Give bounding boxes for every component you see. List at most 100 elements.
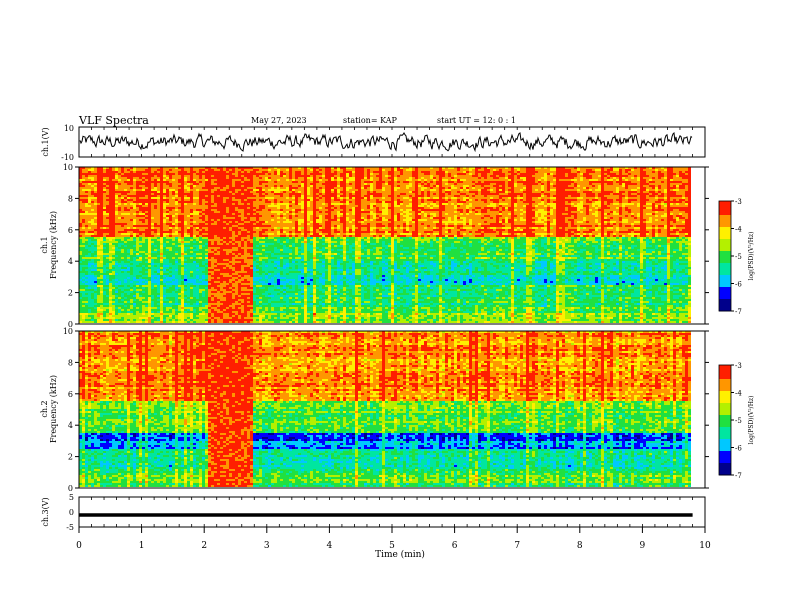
- spectrogram-cell: [175, 311, 178, 313]
- spectrogram-cell: [100, 299, 103, 301]
- spectrogram-cell: [244, 309, 247, 311]
- spectrogram-cell: [217, 311, 220, 313]
- spectrogram-cell: [181, 275, 184, 277]
- spectrogram-cell: [232, 297, 235, 299]
- spectrogram-cell: [157, 311, 160, 313]
- spectrogram-cell: [262, 283, 265, 285]
- spectrogram-cell: [82, 279, 85, 281]
- spectrogram-cell: [163, 185, 166, 187]
- spectrogram-cell: [139, 283, 142, 285]
- spectrogram-cell: [94, 257, 97, 259]
- spectrogram-cell: [238, 275, 241, 277]
- spectrogram-cell: [121, 279, 124, 281]
- spectrogram-cell: [235, 227, 238, 229]
- spectrogram-cell: [145, 309, 148, 311]
- spectrogram-cell: [244, 175, 247, 177]
- spectrogram-cell: [106, 241, 109, 243]
- spectrogram-cell: [190, 205, 193, 207]
- spectrogram-cell: [91, 287, 94, 289]
- spectrogram-cell: [262, 311, 265, 313]
- spectrogram-cell: [211, 245, 214, 247]
- spectrogram-cell: [250, 231, 253, 233]
- spectrogram-cell: [253, 235, 256, 237]
- spectrogram-cell: [202, 249, 205, 251]
- spectrogram-cell: [127, 235, 130, 237]
- spectrogram-cell: [220, 183, 223, 185]
- spectrogram-cell: [142, 191, 145, 193]
- spectrogram-cell: [184, 275, 187, 277]
- spectrogram-cell: [106, 265, 109, 267]
- spectrogram-cell: [199, 173, 202, 175]
- spectrogram-cell: [130, 189, 133, 191]
- spectrogram-cell: [145, 195, 148, 197]
- spectrogram-cell: [211, 251, 214, 253]
- spectrogram-cell: [163, 281, 166, 283]
- spectrogram-cell: [172, 225, 175, 227]
- spectrogram-cell: [148, 187, 151, 189]
- spectrogram-cell: [166, 285, 169, 287]
- spectrogram-cell: [202, 311, 205, 313]
- spectrogram-cell: [211, 261, 214, 263]
- spectrogram-cell: [172, 187, 175, 189]
- spectrogram-cell: [166, 315, 169, 317]
- spectrogram-cell: [196, 175, 199, 177]
- spectrogram-cell: [256, 305, 259, 307]
- spectrogram-cell: [241, 199, 244, 201]
- spectrogram-cell: [211, 301, 214, 303]
- spectrogram-cell: [265, 231, 268, 233]
- spectrogram-cell: [184, 279, 187, 281]
- spectrogram-cell: [136, 191, 139, 193]
- spectrogram-cell: [82, 171, 85, 173]
- spectrogram-cell: [133, 183, 136, 185]
- spectrogram-cell: [142, 317, 145, 319]
- spectrogram-cell: [121, 247, 124, 249]
- spectrogram-cell: [109, 233, 112, 235]
- spectrogram-cell: [172, 189, 175, 191]
- spectrogram-cell: [91, 197, 94, 199]
- spectrogram-cell: [160, 245, 163, 247]
- spectrogram-cell: [157, 171, 160, 173]
- spectrogram-cell: [241, 319, 244, 321]
- spectrogram-cell: [196, 249, 199, 251]
- spectrogram-cell: [115, 175, 118, 177]
- spectrogram-cell: [235, 237, 238, 239]
- spectrogram-cell: [202, 235, 205, 237]
- spectrogram-cell: [121, 239, 124, 241]
- spectrogram-cell: [154, 209, 157, 211]
- spectrogram-cell: [196, 193, 199, 195]
- spectrogram-cell: [148, 221, 151, 223]
- spectrogram-cell: [217, 235, 220, 237]
- spectrogram-cell: [199, 183, 202, 185]
- spectrogram-cell: [226, 221, 229, 223]
- spectrogram-cell: [139, 271, 142, 273]
- spectrogram-cell: [139, 263, 142, 265]
- spectrogram-cell: [193, 291, 196, 293]
- spectrogram-cell: [133, 265, 136, 267]
- spectrogram-cell: [124, 203, 127, 205]
- spectrogram-cell: [220, 215, 223, 217]
- spectrogram-cell: [193, 253, 196, 255]
- spectrogram-cell: [238, 309, 241, 311]
- spectrogram-cell: [85, 205, 88, 207]
- spectrogram-cell: [187, 303, 190, 305]
- spectrogram-cell: [127, 319, 130, 321]
- spectrogram-cell: [172, 179, 175, 181]
- spectrogram-cell: [235, 219, 238, 221]
- spectrogram-cell: [127, 269, 130, 271]
- spectrogram-cell: [100, 287, 103, 289]
- spectrogram-cell: [244, 179, 247, 181]
- spectrogram-cell: [118, 265, 121, 267]
- spectrogram-cell: [148, 199, 151, 201]
- spectrogram-cell: [253, 169, 256, 171]
- spectrogram-cell: [244, 255, 247, 257]
- spectrogram-cell: [214, 265, 217, 267]
- spectrogram-cell: [112, 247, 115, 249]
- spectrogram-cell: [247, 241, 250, 243]
- spectrogram-cell: [268, 199, 271, 201]
- spectrogram-cell: [136, 267, 139, 269]
- spectrogram-cell: [172, 193, 175, 195]
- spectrogram-cell: [193, 223, 196, 225]
- spectrogram-cell: [205, 219, 208, 221]
- spectrogram-cell: [232, 309, 235, 311]
- spectrogram-cell: [121, 177, 124, 179]
